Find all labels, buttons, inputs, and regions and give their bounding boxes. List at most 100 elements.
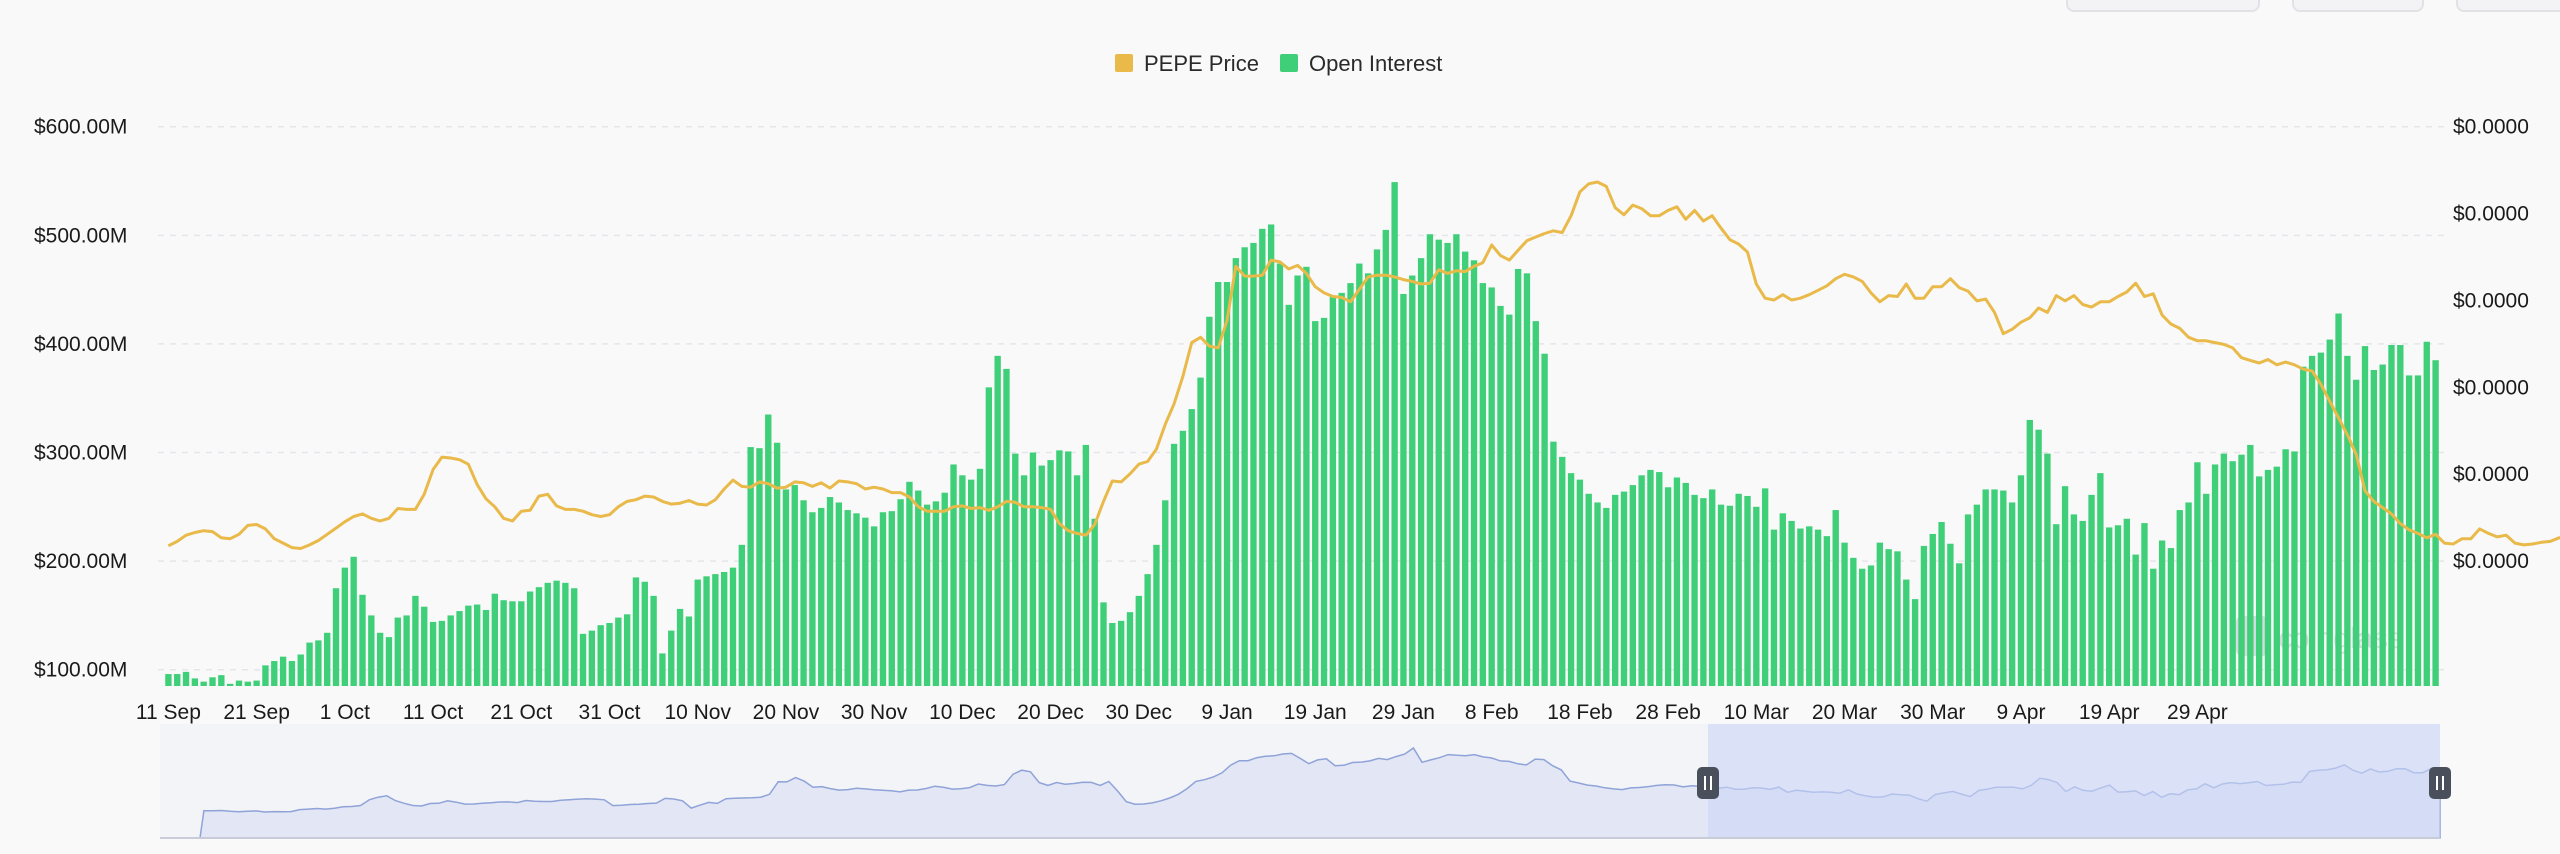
navigator-handle-right[interactable] <box>2429 767 2451 799</box>
open-interest-bar <box>1956 563 1963 686</box>
open-interest-bar <box>2308 355 2316 686</box>
open-interest-bar <box>315 640 322 686</box>
x-tick-label: 9 Apr <box>1996 701 2045 724</box>
open-interest-bar <box>597 625 604 686</box>
open-interest-bar <box>1682 482 1689 686</box>
open-interest-bar <box>923 504 931 686</box>
open-interest-bars <box>165 182 2439 687</box>
open-interest-bar <box>2326 339 2333 686</box>
open-interest-bar <box>959 475 966 686</box>
open-interest-bar <box>1550 441 1557 686</box>
navigator[interactable] <box>160 724 2451 839</box>
toolbar-button[interactable] <box>2292 0 2424 12</box>
open-interest-bar <box>1903 579 1910 686</box>
open-interest-bar <box>897 499 904 686</box>
open-interest-bar <box>544 582 551 686</box>
open-interest-bar <box>2300 366 2307 686</box>
navigator-selection[interactable] <box>1708 724 2440 838</box>
open-interest-bar <box>1435 239 1442 686</box>
open-interest-bar <box>376 632 384 686</box>
legend: PEPE Price Open Interest <box>1115 51 1442 76</box>
open-interest-bar <box>535 587 543 686</box>
open-interest-bar <box>1841 542 1848 686</box>
open-interest-bar <box>1162 500 1169 686</box>
grid <box>158 125 2446 671</box>
open-interest-bar <box>562 582 569 686</box>
open-interest-bar <box>1197 377 1204 686</box>
open-interest-bar <box>218 675 225 686</box>
open-interest-bar <box>1250 242 1257 687</box>
open-interest-bar <box>1506 314 1513 686</box>
y-left-tick-label: $500.00M <box>34 224 127 247</box>
x-tick-label: 19 Jan <box>1284 701 1347 724</box>
y-right-tick-label: $0.0000 <box>2453 376 2529 399</box>
open-interest-bar <box>659 653 666 686</box>
open-interest-bar <box>782 489 790 686</box>
open-interest-bar <box>650 595 657 686</box>
open-interest-bar <box>200 681 207 686</box>
open-interest-bar <box>606 623 613 686</box>
open-interest-bar <box>473 604 481 686</box>
x-tick-label: 30 Nov <box>841 701 908 724</box>
legend-swatch-open-interest <box>1280 54 1298 72</box>
x-tick-label: 31 Oct <box>579 701 641 724</box>
open-interest-bar <box>738 544 745 686</box>
navigator-handle-left[interactable] <box>1697 767 1719 799</box>
open-interest-bar <box>579 633 587 686</box>
open-interest-bar <box>1806 526 1813 686</box>
open-interest-bar <box>2097 473 2104 686</box>
open-interest-bar <box>509 601 516 686</box>
open-interest-bar <box>2026 419 2033 686</box>
open-interest-bar <box>1329 296 1337 686</box>
open-interest-bar <box>385 637 393 686</box>
open-interest-bar <box>412 595 419 686</box>
toolbar-button[interactable] <box>2456 0 2560 12</box>
open-interest-bar <box>1638 475 1645 686</box>
open-interest-bar <box>1885 549 1892 686</box>
open-interest-bar <box>853 513 860 686</box>
open-interest-bar <box>835 502 843 686</box>
open-interest-bar <box>1109 623 1116 686</box>
open-interest-bar <box>1744 495 1751 686</box>
open-interest-bar <box>209 677 216 686</box>
open-interest-bar <box>1709 489 1716 686</box>
open-interest-bar <box>1170 443 1178 686</box>
open-interest-bar <box>1523 273 1531 686</box>
legend-item-price[interactable]: PEPE Price <box>1115 51 1259 76</box>
open-interest-bar <box>2185 502 2192 686</box>
legend-item-open-interest[interactable]: Open Interest <box>1280 51 1442 76</box>
open-interest-bar <box>1462 251 1469 686</box>
open-interest-bar <box>623 614 631 686</box>
open-interest-bar <box>800 500 807 686</box>
open-interest-bar <box>641 581 648 686</box>
open-interest-bar <box>1656 472 1663 686</box>
open-interest-bar <box>1488 287 1495 686</box>
open-interest-bar <box>1012 453 1019 686</box>
open-interest-bar <box>932 501 940 686</box>
open-interest-bar <box>615 617 622 686</box>
open-interest-bar <box>1206 316 1213 686</box>
x-tick-label: 11 Sep <box>136 701 201 724</box>
open-interest-bar <box>235 680 243 686</box>
open-interest-bar <box>1753 506 1760 686</box>
open-interest-bar <box>1188 409 1195 686</box>
open-interest-bar <box>438 620 446 686</box>
open-interest-bar <box>1285 304 1292 686</box>
open-interest-bar <box>1859 568 1866 686</box>
toolbar-button[interactable] <box>2066 0 2260 12</box>
y-left-tick-label: $600.00M <box>34 116 127 139</box>
legend-label-open-interest: Open Interest <box>1309 51 1442 76</box>
open-interest-bar <box>2238 454 2245 686</box>
y-right-tick-label: $0.0000 <box>2453 289 2529 312</box>
open-interest-bar <box>729 567 737 686</box>
open-interest-bar <box>403 615 410 686</box>
open-interest-bar <box>1761 488 1769 686</box>
open-interest-bar <box>1867 565 1875 686</box>
open-interest-bar <box>685 616 693 686</box>
open-interest-bar <box>1179 430 1187 686</box>
open-interest-bar <box>1241 247 1248 686</box>
open-interest-bar <box>2008 502 2016 686</box>
open-interest-bar <box>1770 529 1778 686</box>
open-interest-bar <box>1479 283 1487 686</box>
open-interest-bar <box>1541 353 1548 686</box>
